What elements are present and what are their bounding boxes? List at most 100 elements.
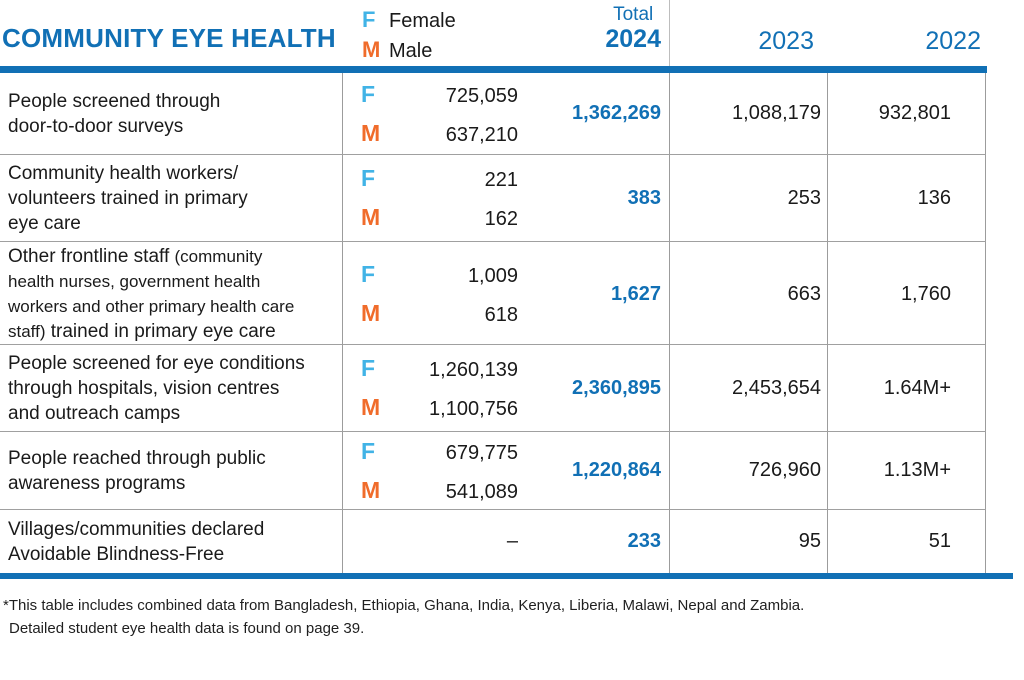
female-marker: F [361, 261, 376, 287]
fm-values: F 1,009 M 618 [343, 242, 518, 346]
male-line: M 541,089 [343, 477, 518, 504]
male-marker: M [361, 300, 381, 326]
page-title: COMMUNITY EYE HEALTH [2, 23, 336, 53]
value-2022: 1,760 [828, 242, 986, 346]
table-row: People screened for eye conditions throu… [0, 345, 986, 432]
row-label-cell: Other frontline staff (community health … [0, 242, 343, 346]
male-marker: M [361, 476, 381, 503]
row-label-cell: People screened for eye conditions throu… [0, 345, 343, 431]
fm-total-cell: F 1,009 M 618 1,627 [343, 242, 670, 346]
table-row: Villages/communities declared Avoidable … [0, 510, 986, 573]
female-marker: F [361, 165, 376, 191]
value-2023: 726,960 [670, 432, 828, 509]
year-2024-label: 2024 [605, 25, 661, 53]
value-2023: 253 [670, 155, 828, 241]
row-label-cell: Villages/communities declared Avoidable … [0, 510, 343, 573]
male-line: M 1,100,756 [343, 394, 518, 421]
female-line: F 221 [343, 165, 518, 192]
footnote-line-2: Detailed student eye health data is foun… [9, 620, 365, 637]
row-label-cell: Community health workers/ volunteers tra… [0, 155, 343, 241]
value-2022: 51 [828, 510, 986, 573]
total-2024-value: 2,360,895 [572, 376, 661, 399]
row-label-end: trained in primary eye care [45, 321, 276, 342]
row-label-cell: People screened through door-to-door sur… [0, 73, 343, 154]
table-bottom-rule [0, 573, 1013, 579]
male-marker: M [361, 394, 381, 420]
row-label: People reached through public awareness … [8, 447, 266, 494]
total-2024-value: 1,220,864 [572, 459, 661, 481]
fm-total-cell: F 1,260,139 M 1,100,756 2,360,895 [343, 345, 670, 431]
female-line: F 1,009 [343, 261, 518, 288]
male-value: 637,210 [445, 123, 518, 146]
female-value: 1,009 [467, 265, 518, 287]
total-2024-value: 1,627 [610, 282, 661, 305]
no-data-dash: – [506, 530, 518, 552]
female-marker: F [361, 355, 376, 381]
fm-values: F 679,775 M 541,089 [343, 432, 518, 509]
total-2024-value: 383 [627, 186, 661, 209]
fm-values: F 221 M 162 [343, 155, 518, 241]
female-line: F 1,260,139 [343, 355, 518, 382]
male-line: M 162 [343, 204, 518, 231]
fm-total-cell: F 725,059 M 637,210 1,362,269 [343, 73, 670, 154]
value-2022: 136 [828, 155, 986, 241]
fm-total-cell: – 233 [343, 510, 670, 573]
row-label: People screened through door-to-door sur… [8, 90, 221, 137]
legend-male: M Male [362, 37, 456, 63]
value-2023: 663 [670, 242, 828, 346]
row-label: People screened for eye conditions throu… [8, 352, 305, 424]
row-label: Other frontline staff (community health … [8, 244, 294, 344]
value-2023: 2,453,654 [670, 345, 828, 431]
female-line: F 725,059 [343, 81, 518, 108]
footnote: *This table includes combined data from … [3, 594, 804, 640]
male-line: M 637,210 [343, 120, 518, 147]
row-label: Community health workers/ volunteers tra… [8, 162, 248, 234]
row-label-main: Other frontline staff [8, 246, 175, 267]
male-marker: M [361, 119, 381, 146]
male-value: 541,089 [445, 480, 518, 503]
total-label: Total [613, 4, 654, 25]
total-2024-value: 233 [627, 530, 661, 552]
header-legend-total-cell: F Female M Male Total 2024 [343, 0, 670, 66]
row-label: Villages/communities declared Avoidable … [8, 518, 265, 565]
footnote-line-1: *This table includes combined data from … [3, 597, 805, 614]
female-value: 679,775 [445, 441, 518, 464]
table-header: COMMUNITY EYE HEALTH F Female M Male Tot… [0, 0, 986, 66]
table-row: People screened through door-to-door sur… [0, 73, 986, 155]
male-marker: M [361, 204, 381, 230]
female-value: 1,260,139 [429, 359, 518, 381]
male-marker: M [362, 37, 381, 62]
female-value: 725,059 [445, 84, 518, 107]
value-2023: 95 [670, 510, 828, 573]
fm-values: F 725,059 M 637,210 [343, 73, 518, 154]
value-2022: 932,801 [828, 73, 986, 154]
table-row: Community health workers/ volunteers tra… [0, 155, 986, 242]
male-line: M 618 [343, 300, 518, 327]
male-value: 1,100,756 [429, 398, 518, 420]
row-label-cell: People reached through public awareness … [0, 432, 343, 509]
male-label: Male [389, 40, 433, 62]
column-header-2023: 2023 [758, 27, 814, 55]
fm-total-cell: F 679,775 M 541,089 1,220,864 [343, 432, 670, 509]
female-marker: F [361, 80, 376, 107]
fm-values: F 1,260,139 M 1,100,756 [343, 345, 518, 431]
header-divider-rule [0, 66, 987, 73]
gender-legend: F Female M Male [343, 0, 456, 66]
column-header-2022: 2022 [925, 27, 981, 55]
value-2023: 1,088,179 [670, 73, 828, 154]
row-label-detail: (community health nurses, government hea… [8, 247, 295, 341]
male-value: 618 [484, 304, 518, 326]
female-label: Female [389, 10, 456, 32]
value-2022: 1.64M+ [828, 345, 986, 431]
male-value: 162 [484, 208, 518, 230]
legend-female: F Female [362, 7, 456, 33]
header-title-cell: COMMUNITY EYE HEALTH [0, 0, 343, 66]
fm-total-cell: F 221 M 162 383 [343, 155, 670, 241]
female-marker: F [362, 7, 376, 32]
female-marker: F [361, 437, 376, 464]
female-line: F 679,775 [343, 438, 518, 465]
table-row: Other frontline staff (community health … [0, 242, 986, 346]
female-value: 221 [484, 169, 518, 191]
column-header-total-2024: Total 2024 [605, 4, 661, 53]
